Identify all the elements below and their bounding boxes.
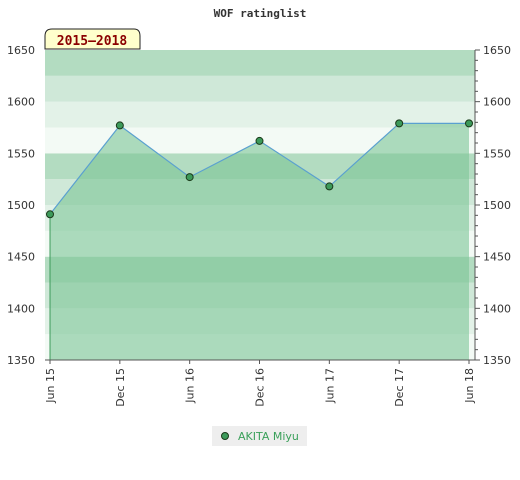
y-tick-label-left: 1350 <box>7 354 35 367</box>
y-tick-label-right: 1600 <box>483 96 511 109</box>
data-point <box>395 119 404 128</box>
data-point <box>115 121 124 130</box>
chart-title: WOF ratinglist <box>214 7 307 20</box>
y-tick-label-left: 1450 <box>7 251 35 264</box>
data-point <box>255 136 264 145</box>
x-tick-label: Jun 17 <box>323 368 336 404</box>
data-point <box>185 173 194 182</box>
y-tick-label-left: 1600 <box>7 96 35 109</box>
y-tick-label-right: 1500 <box>483 199 511 212</box>
x-tick-label: Dec 16 <box>254 368 267 407</box>
x-tick-label: Jun 18 <box>463 368 476 404</box>
x-tick-label: Jun 16 <box>184 368 197 404</box>
y-tick-label-left: 1650 <box>7 44 35 57</box>
y-tick-label-right: 1450 <box>483 251 511 264</box>
legend: AKITA Miyu <box>212 426 307 446</box>
data-point <box>325 182 334 191</box>
y-tick-label-right: 1650 <box>483 44 511 57</box>
data-point <box>465 119 473 128</box>
data-point <box>46 210 54 219</box>
area-layer <box>49 122 469 360</box>
points-layer <box>46 119 473 219</box>
x-tick-label: Dec 15 <box>114 368 127 407</box>
background-band <box>45 75 475 102</box>
y-tick-label-right: 1400 <box>483 302 511 315</box>
background-band <box>45 50 475 76</box>
x-tick-label: Dec 17 <box>393 368 406 407</box>
period-badge: 2015—2018 <box>44 28 141 50</box>
axes: 1350 1350 1400 1400 1450 1450 1500 1500 1550 1550… <box>7 44 511 407</box>
y-tick-label-left: 1400 <box>7 302 35 315</box>
area-fill <box>50 123 469 360</box>
period-badge-box <box>44 28 141 50</box>
legend-marker <box>221 432 229 440</box>
y-tick-label-left: 1550 <box>7 147 35 160</box>
period-label: 2015—2018 <box>57 34 128 49</box>
legend-box <box>212 426 307 446</box>
y-tick-label-right: 1550 <box>483 147 511 160</box>
x-tick-label: Jun 15 <box>44 368 57 404</box>
y-tick-label-right: 1350 <box>483 354 511 367</box>
y-tick-label-left: 1500 <box>7 199 35 212</box>
legend-label: AKITA Miyu <box>238 430 299 443</box>
